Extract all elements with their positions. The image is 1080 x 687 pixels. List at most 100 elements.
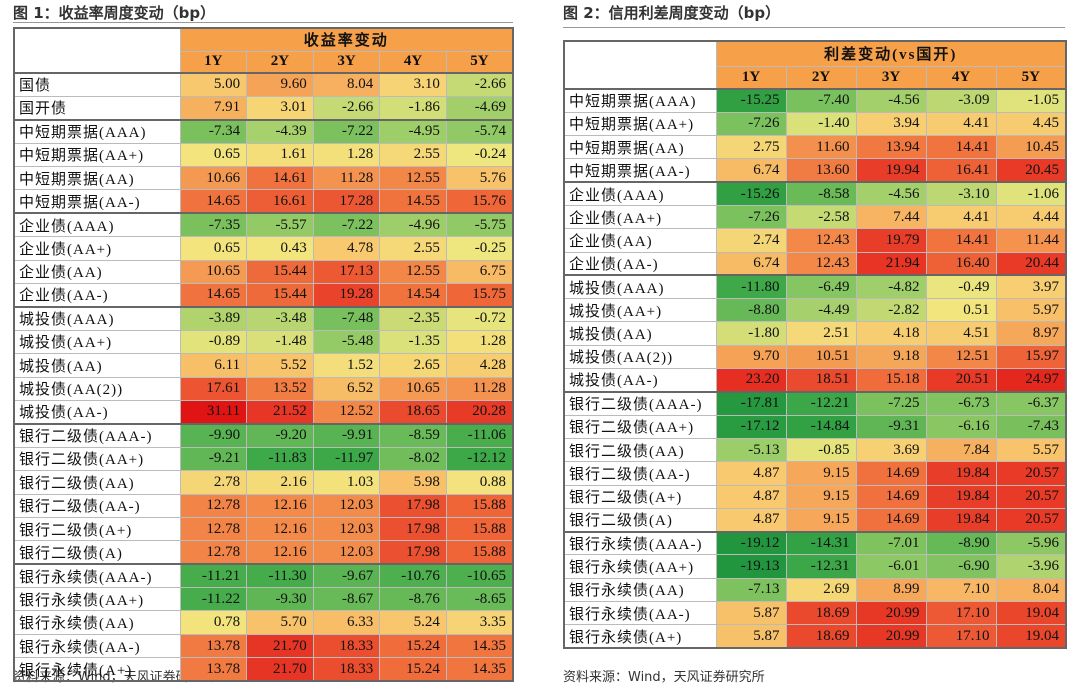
value-cell: 8.99	[855, 577, 927, 603]
value-cell: 5.76	[445, 166, 514, 191]
value-cell: -4.39	[246, 118, 314, 144]
row-label: 城投债(AAA)	[13, 305, 181, 331]
row-label: 中短期票据(AA+)	[563, 111, 717, 137]
value-cell: 13.78	[179, 633, 248, 659]
value-cell: -9.30	[246, 587, 314, 612]
header-group: 利差变动(vs国开)	[715, 40, 1067, 67]
data-row: 银行永续债(AAA-) -19.12 -14.31 -7.01 -8.90 -5.96	[563, 530, 1067, 556]
column-header: 1Y	[715, 65, 787, 90]
value-cell: 17.28	[312, 189, 381, 214]
value-cell: 9.70	[715, 344, 787, 370]
value-cell: 9.15	[785, 461, 857, 486]
value-cell: 20.44	[995, 251, 1067, 276]
header-row: 收益率变动	[13, 27, 514, 74]
row-label: 银行二级债(AA-)	[563, 461, 717, 486]
value-cell: 10.65	[179, 259, 248, 285]
value-cell: 10.45	[995, 135, 1067, 160]
data-row: 中短期票据(AAA) -15.25 -7.40 -4.56 -3.09 -1.05	[563, 87, 1067, 113]
data-row: 城投债(AA-) 31.11 21.52 12.52 18.65 20.28	[13, 399, 514, 425]
value-cell: 15.24	[379, 633, 447, 659]
value-cell: -6.49	[785, 274, 857, 300]
row-label: 城投债(AAA)	[563, 274, 717, 300]
value-cell: 2.55	[379, 142, 447, 168]
value-cell: 4.44	[995, 204, 1067, 230]
row-label: 银行永续债(AA+)	[563, 554, 717, 579]
value-cell: 14.69	[855, 461, 927, 486]
value-cell: -3.10	[925, 181, 997, 206]
value-cell: 15.44	[246, 259, 314, 285]
value-cell: -9.20	[246, 422, 314, 448]
value-cell: 6.52	[312, 376, 381, 401]
value-cell: 4.41	[925, 204, 997, 230]
value-cell: 18.33	[312, 657, 381, 682]
header-row: 1Y 2Y 3Y 4Y 5Y	[14, 50, 514, 74]
value-cell: 12.16	[246, 493, 314, 518]
value-cell: -6.90	[925, 554, 997, 579]
value-cell: -4.56	[855, 181, 927, 206]
value-cell: 14.65	[179, 283, 248, 308]
value-cell: 15.97	[995, 344, 1067, 370]
value-cell: 14.41	[925, 228, 997, 253]
value-cell: -4.95	[379, 118, 447, 144]
value-cell: 20.28	[445, 399, 514, 425]
header-row: 利差变动(vs国开)	[563, 40, 1067, 90]
row-label: 银行二级债(AA+)	[13, 446, 181, 472]
value-cell: -0.49	[925, 274, 997, 300]
data-row: 银行永续债(AA-) 13.78 21.70 18.33 15.24 14.35	[13, 633, 514, 659]
value-cell: 14.65	[179, 189, 248, 214]
value-cell: 0.88	[445, 470, 514, 495]
data-row: 中短期票据(AAA) -7.34 -4.39 -7.22 -4.95 -5.74	[13, 118, 514, 144]
value-cell: -2.35	[379, 305, 447, 331]
data-row: 城投债(AAA) -11.80 -6.49 -4.82 -0.49 3.97	[563, 274, 1067, 300]
value-cell: 14.35	[445, 657, 514, 682]
data-row: 中短期票据(AA-) 6.74 13.60 19.94 16.41 20.45	[563, 158, 1067, 183]
value-cell: 19.94	[855, 158, 927, 183]
data-row: 城投债(AAA) -3.89 -3.48 -7.48 -2.35 -0.72	[13, 305, 514, 331]
value-cell: 2.16	[246, 470, 314, 495]
value-cell: 11.28	[312, 166, 381, 191]
value-cell: 5.70	[246, 610, 314, 635]
value-cell: -8.65	[445, 587, 514, 612]
data-row: 银行二级债(AA+) -9.21 -11.83 -11.97 -8.02 -12.12	[13, 446, 514, 472]
value-cell: -7.35	[179, 212, 248, 238]
value-cell: -9.67	[312, 563, 381, 589]
data-row: 企业债(AA-) 6.74 12.43 21.94 16.40 20.44	[563, 251, 1067, 276]
value-cell: -3.89	[179, 305, 248, 331]
value-cell: 20.57	[995, 507, 1067, 533]
row-label: 城投债(AA(2))	[563, 344, 717, 370]
value-cell: -4.96	[379, 212, 447, 238]
value-cell: -11.83	[246, 446, 314, 472]
value-cell: 6.75	[445, 259, 514, 285]
value-cell: -4.69	[445, 95, 514, 121]
value-cell: -0.85	[785, 437, 857, 463]
value-cell: 0.78	[179, 610, 248, 635]
value-cell: 13.94	[855, 135, 927, 160]
rule	[563, 27, 1065, 28]
row-label: 银行二级债(AA)	[563, 437, 717, 463]
value-cell: 13.78	[179, 657, 248, 682]
value-cell: 18.65	[379, 399, 447, 425]
value-cell: 7.44	[855, 204, 927, 230]
value-cell: 21.70	[246, 657, 314, 682]
data-row: 中短期票据(AA+) -7.26 -1.40 3.94 4.41 4.45	[563, 111, 1067, 137]
value-cell: 8.97	[995, 321, 1067, 346]
value-cell: 19.04	[995, 601, 1067, 626]
value-cell: -9.31	[855, 414, 927, 439]
value-cell: -2.58	[785, 204, 857, 230]
value-cell: 14.54	[379, 283, 447, 308]
value-cell: -14.84	[785, 414, 857, 439]
header-group: 收益率变动	[179, 27, 514, 52]
figure: 图 1：收益率周度变动（bp） 资料来源：Wind，天风证券研究所 收益率变动 1…	[0, 0, 530, 687]
column-header: 4Y	[379, 50, 447, 74]
data-row: 银行永续债(AA) -7.13 2.69 8.99 7.10 8.04	[563, 577, 1067, 603]
row-label: 银行二级债(AAA-)	[13, 422, 181, 448]
value-cell: 12.52	[312, 399, 381, 425]
value-cell: 16.41	[925, 158, 997, 183]
corner-cell	[13, 27, 181, 74]
value-cell: 9.15	[785, 507, 857, 533]
value-cell: -1.80	[715, 321, 787, 346]
value-cell: 2.69	[785, 577, 857, 603]
value-cell: -11.80	[715, 274, 787, 300]
row-label: 城投债(AA+)	[563, 298, 717, 323]
